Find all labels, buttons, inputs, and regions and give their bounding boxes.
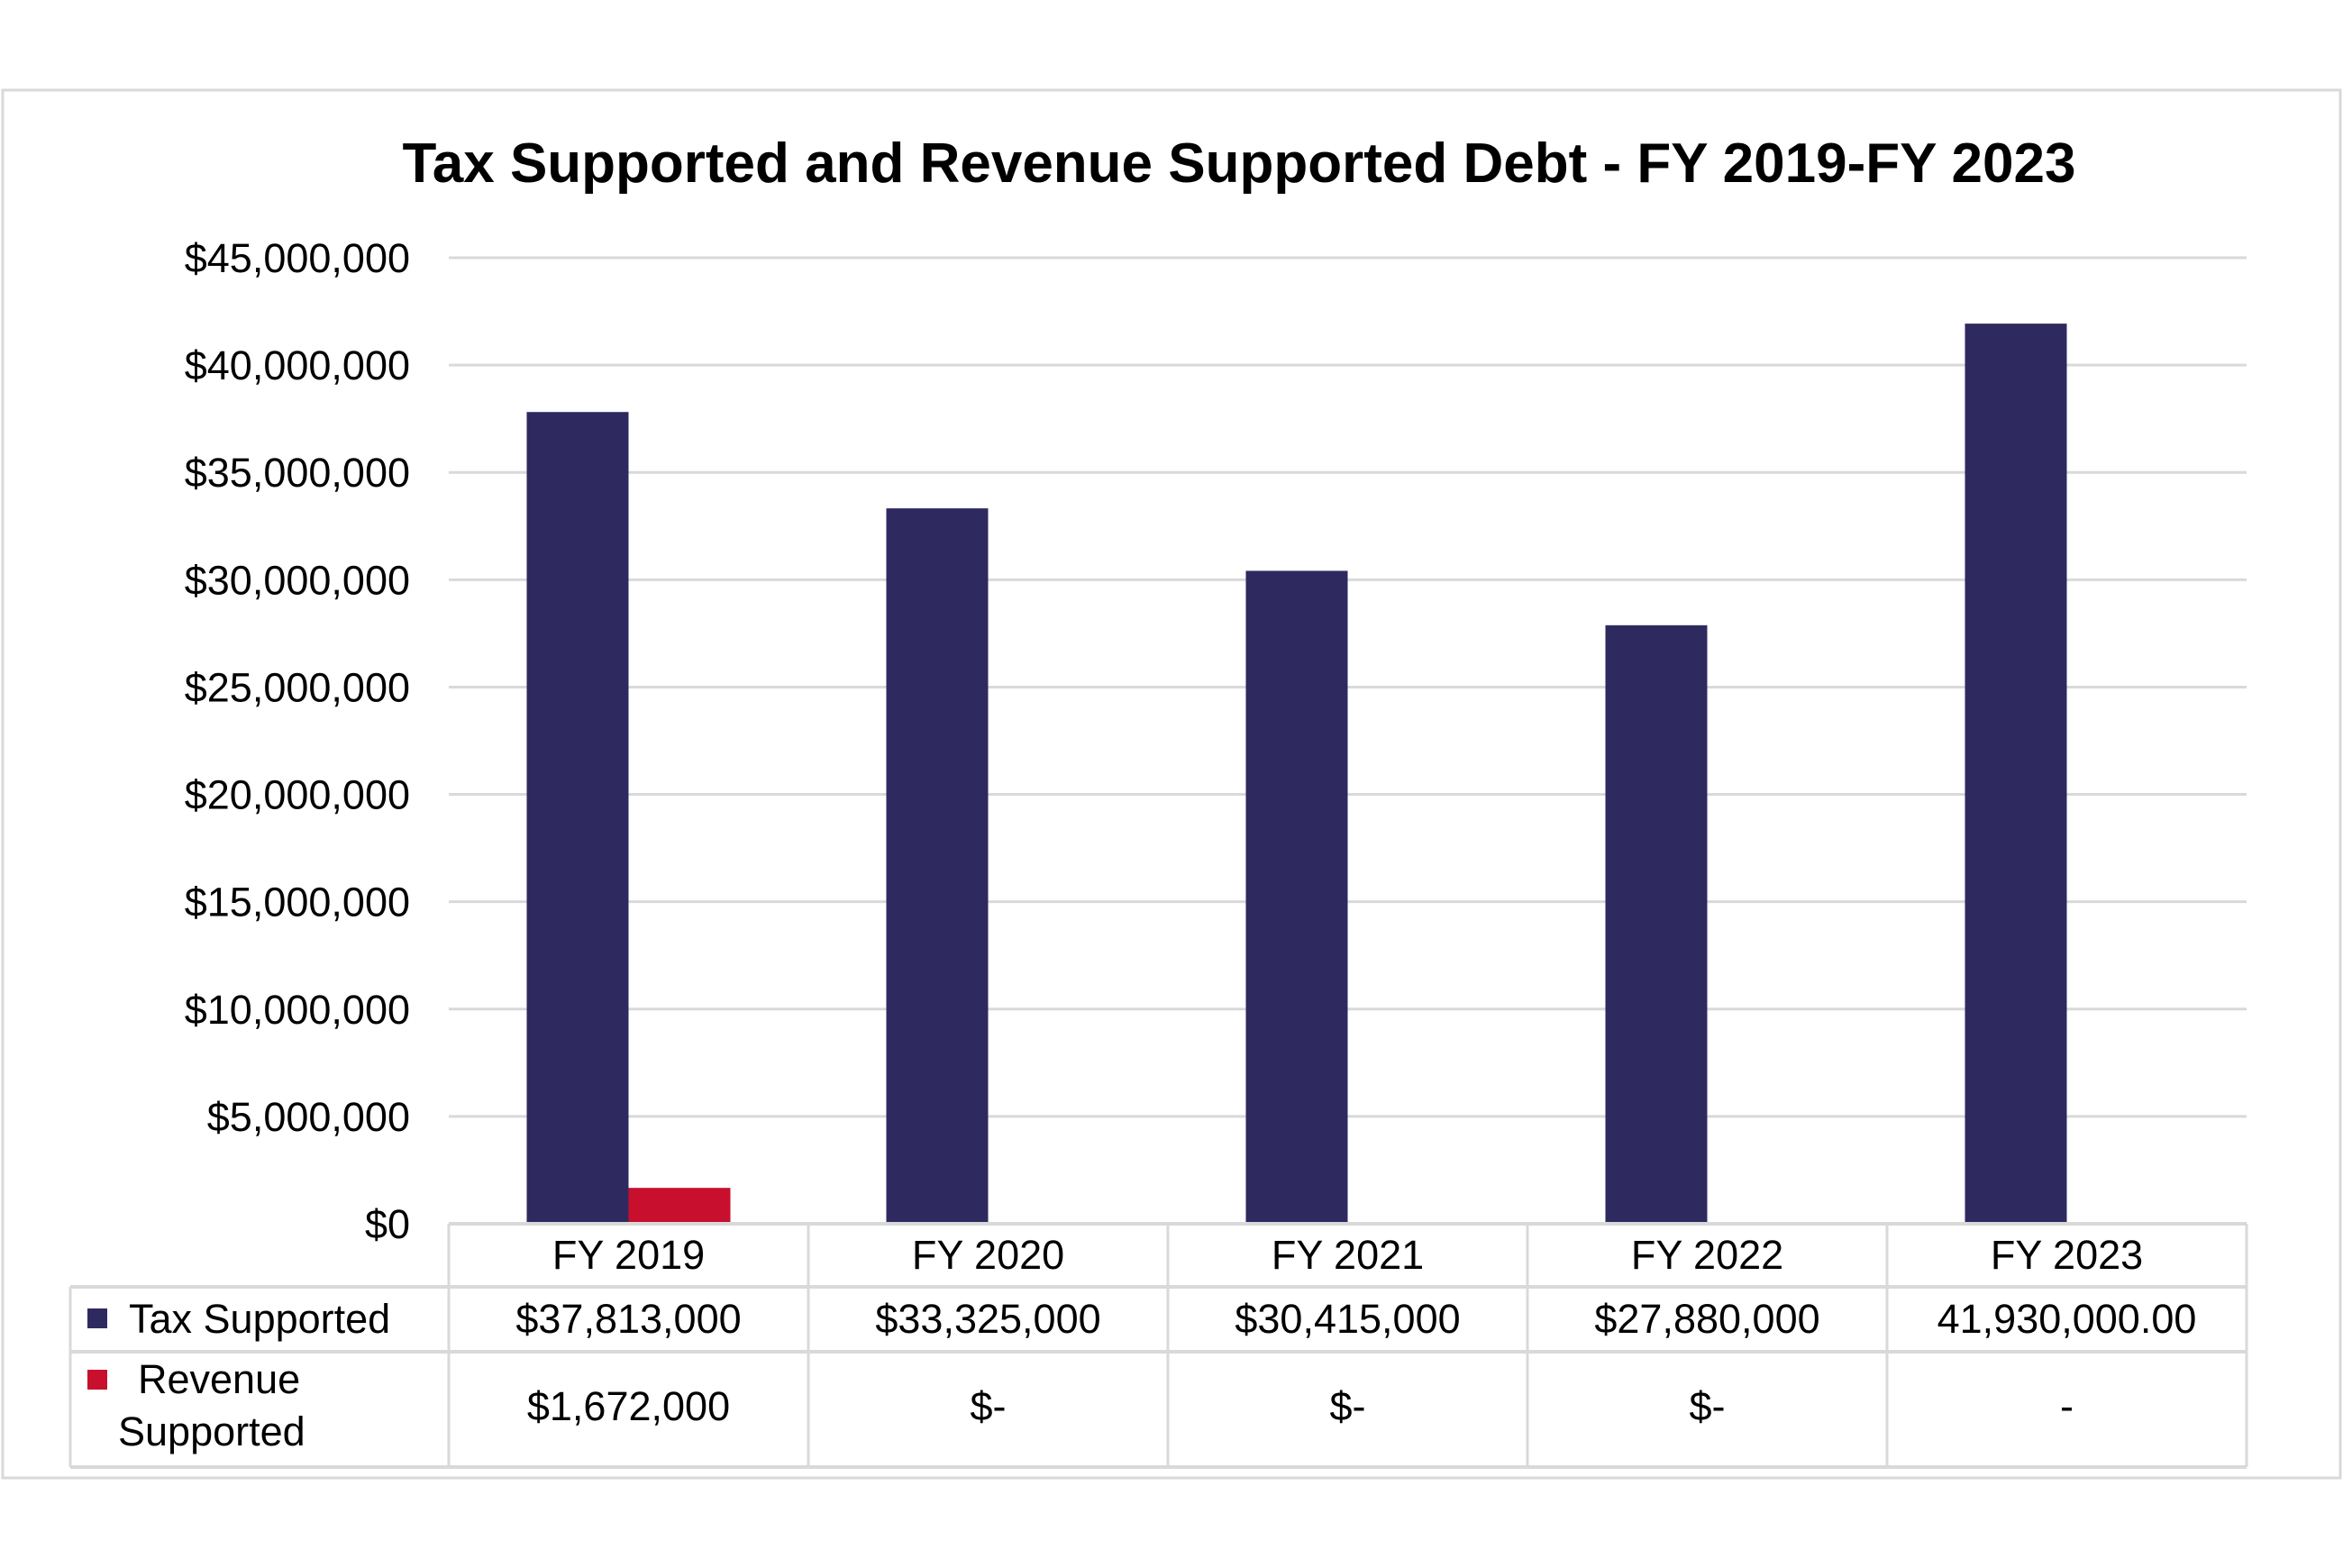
y-tick-label: $5,000,000 <box>207 1094 410 1140</box>
bar-tax-supported <box>886 508 989 1224</box>
table-cell: - <box>2060 1383 2074 1429</box>
y-tick-label: $0 <box>365 1201 410 1247</box>
legend-label: Revenue <box>138 1356 300 1402</box>
y-tick-label: $10,000,000 <box>185 987 410 1033</box>
legend-label: Tax Supported <box>129 1296 390 1342</box>
bar-revenue-supported <box>628 1188 731 1224</box>
table-cell: $37,813,000 <box>515 1296 741 1342</box>
chart-border <box>1 88 2342 1480</box>
table-cell: $1,672,000 <box>527 1383 730 1429</box>
chart-title: Tax Supported and Revenue Supported Debt… <box>402 132 2075 195</box>
category-label: FY 2022 <box>1631 1232 1783 1278</box>
table-cell: $27,880,000 <box>1594 1296 1819 1342</box>
bar-tax-supported <box>1965 324 2067 1224</box>
legend-swatch-revenue-supported <box>87 1370 107 1390</box>
table-cell: 41,930,000.00 <box>1937 1296 2197 1342</box>
y-tick-label: $45,000,000 <box>185 235 410 281</box>
table-cell: $- <box>970 1383 1006 1429</box>
legend-swatch-tax-supported <box>87 1308 107 1328</box>
table-cell: $33,325,000 <box>875 1296 1100 1342</box>
y-tick-label: $15,000,000 <box>185 880 410 925</box>
category-label: FY 2019 <box>552 1232 705 1278</box>
y-tick-label: $25,000,000 <box>185 664 410 710</box>
y-tick-label: $35,000,000 <box>185 450 410 496</box>
table-cell: $30,415,000 <box>1235 1296 1460 1342</box>
bar-tax-supported <box>1245 570 1348 1224</box>
category-label: FY 2021 <box>1272 1232 1424 1278</box>
bar-tax-supported <box>1605 624 1708 1224</box>
y-tick-label: $40,000,000 <box>185 342 410 388</box>
y-tick-label: $30,000,000 <box>185 557 410 603</box>
y-tick-label: $20,000,000 <box>185 772 410 818</box>
bar-tax-supported <box>526 412 629 1224</box>
category-label: FY 2023 <box>1991 1232 2143 1278</box>
table-cell: $- <box>1329 1383 1365 1429</box>
category-label: FY 2020 <box>912 1232 1064 1278</box>
legend-label: Supported <box>118 1408 305 1454</box>
table-cell: $- <box>1689 1383 1725 1429</box>
